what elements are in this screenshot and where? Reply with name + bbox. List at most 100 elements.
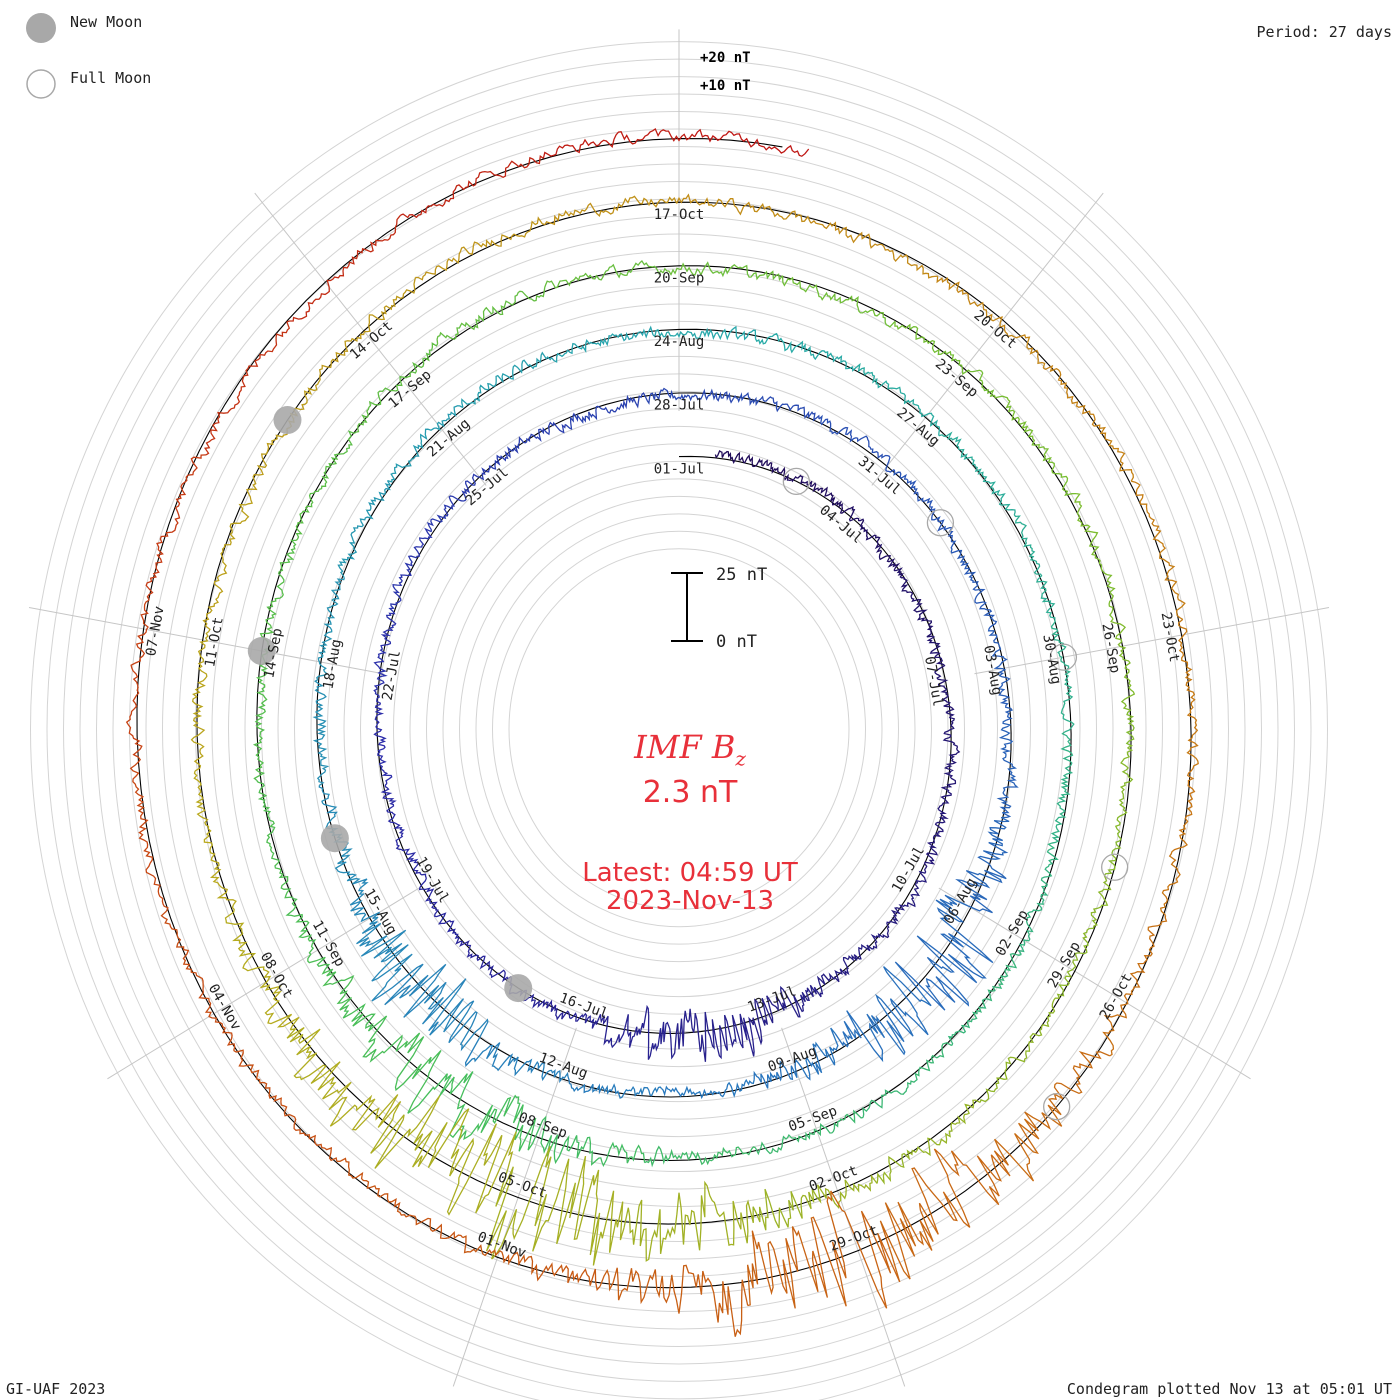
bz-trace-segment bbox=[646, 387, 734, 405]
bz-trace-segment bbox=[894, 321, 995, 398]
legend-new-moon-label: New Moon bbox=[70, 13, 143, 31]
bz-trace-segment bbox=[256, 779, 292, 899]
grid-ring bbox=[508, 548, 850, 910]
bz-trace-segment bbox=[1042, 364, 1134, 482]
latest-date: 2023-Nov-13 bbox=[605, 886, 775, 916]
bz-trace-segment bbox=[190, 630, 210, 772]
day-label: 13-Jul bbox=[745, 983, 798, 1015]
full-moon-icon bbox=[26, 69, 56, 99]
bz-trace-segment bbox=[337, 480, 392, 579]
bz-trace-segment bbox=[388, 527, 433, 612]
day-label: 22-Jul bbox=[380, 649, 405, 702]
scale-tag: +20 nT bbox=[700, 50, 751, 66]
bz-trace-segment bbox=[994, 1050, 1111, 1182]
grid-ring bbox=[426, 460, 932, 998]
grid-ring bbox=[442, 478, 916, 980]
day-label: 05-Sep bbox=[786, 1103, 839, 1135]
bz-trace-segment bbox=[834, 966, 932, 1063]
bz-trace-segment bbox=[652, 325, 757, 341]
bz-trace-segment bbox=[993, 395, 1077, 497]
bz-trace-segment bbox=[564, 392, 648, 431]
day-label: 17-Oct bbox=[654, 207, 705, 223]
bz-trace-segment bbox=[694, 128, 810, 157]
grid-ring bbox=[393, 425, 965, 1033]
bz-trace-segment bbox=[295, 430, 355, 541]
bz-trace-segment bbox=[882, 868, 928, 939]
new-moon-icon bbox=[247, 637, 276, 666]
data-traces bbox=[125, 128, 1199, 1337]
bz-trace-segment bbox=[1050, 619, 1075, 733]
scale-tags: +20 nT +10 nT bbox=[700, 50, 751, 94]
bz-trace-segment bbox=[595, 1004, 674, 1060]
day-label: 02-Oct bbox=[807, 1163, 860, 1195]
bz-trace-segment bbox=[818, 414, 895, 473]
bz-trace-segment bbox=[1103, 747, 1134, 876]
legend-full-moon-label: Full Moon bbox=[70, 69, 152, 87]
bz-trace-segment bbox=[412, 863, 460, 940]
grid-ring bbox=[475, 513, 883, 945]
bz-trace-segment bbox=[353, 342, 439, 434]
bz-trace-segment bbox=[876, 1099, 981, 1185]
bz-trace-segment bbox=[879, 1148, 1011, 1283]
new-moon-icon bbox=[273, 406, 302, 435]
scale-tag: +10 nT bbox=[700, 78, 751, 94]
bz-trace-segment bbox=[318, 277, 417, 381]
bz-trace-segment bbox=[816, 932, 884, 986]
new-moon-icon bbox=[320, 824, 349, 853]
plotted-label: Condegram plotted Nov 13 at 05:01 UT bbox=[1066, 1380, 1392, 1398]
bz-trace-segment bbox=[193, 770, 237, 906]
bz-trace-segment bbox=[400, 155, 544, 219]
bz-trace-segment bbox=[955, 816, 1010, 914]
bz-trace-segment bbox=[542, 128, 696, 159]
bz-trace-segment bbox=[233, 1049, 338, 1162]
bz-trace-segment bbox=[436, 287, 546, 344]
bz-trace-segment bbox=[1159, 768, 1196, 916]
bz-trace-segment bbox=[567, 1076, 663, 1099]
moon-phase-markers bbox=[247, 406, 1129, 1121]
bz-trace-segment bbox=[426, 465, 491, 532]
day-spoke bbox=[107, 887, 420, 1080]
bz-trace-segment bbox=[286, 1027, 402, 1131]
bz-trace-segment bbox=[202, 499, 253, 632]
bz-trace-segment bbox=[554, 325, 654, 363]
bz-trace-segment bbox=[462, 1235, 601, 1292]
bz-trace-segment bbox=[947, 953, 1022, 1046]
bz-trace-segment bbox=[1017, 842, 1059, 955]
bz-trace-segment bbox=[1110, 618, 1136, 749]
day-spoke bbox=[452, 1027, 577, 1387]
bz-trace-segment bbox=[938, 431, 1016, 516]
bz-trace-segment bbox=[752, 1173, 878, 1231]
bz-trace-segment bbox=[259, 539, 297, 658]
bz-trace-segment bbox=[672, 1008, 755, 1062]
bz-trace-segment bbox=[676, 193, 812, 224]
day-spoke bbox=[781, 1027, 906, 1387]
day-label: 28-Jul bbox=[654, 398, 705, 414]
full-moon-icon bbox=[782, 467, 810, 495]
bz-trace-segment bbox=[753, 1027, 839, 1089]
bz-trace-segment bbox=[203, 321, 291, 456]
full-moon-icon bbox=[926, 509, 955, 537]
new-moon-icon bbox=[504, 974, 533, 1003]
day-label: 24-Aug bbox=[654, 334, 705, 350]
bz-trace-segment bbox=[750, 982, 824, 1046]
bz-trace-segment bbox=[923, 791, 952, 869]
bz-trace-segment bbox=[732, 391, 820, 422]
bz-trace-segment bbox=[996, 719, 1019, 819]
bz-trace-segment bbox=[1131, 480, 1186, 620]
grid-ring bbox=[492, 530, 866, 928]
bz-trace-segment bbox=[1056, 875, 1112, 999]
bz-trace-segment bbox=[224, 904, 300, 1031]
bz-trace-segment bbox=[125, 599, 150, 758]
bz-trace-segment bbox=[893, 567, 934, 638]
bz-trace-segment bbox=[893, 469, 954, 543]
day-spoke bbox=[974, 607, 1330, 675]
bz-trace-segment bbox=[544, 260, 664, 289]
day-spokes bbox=[28, 29, 1330, 1387]
parameter-value: 2.3 nT bbox=[642, 775, 738, 810]
bz-trace-segment bbox=[129, 756, 169, 912]
grid-ring bbox=[409, 443, 949, 1015]
bz-trace-segment bbox=[1102, 915, 1168, 1057]
bz-trace-segment bbox=[373, 698, 393, 786]
bz-trace-segment bbox=[285, 896, 355, 1011]
bz-trace-segment bbox=[783, 473, 851, 514]
